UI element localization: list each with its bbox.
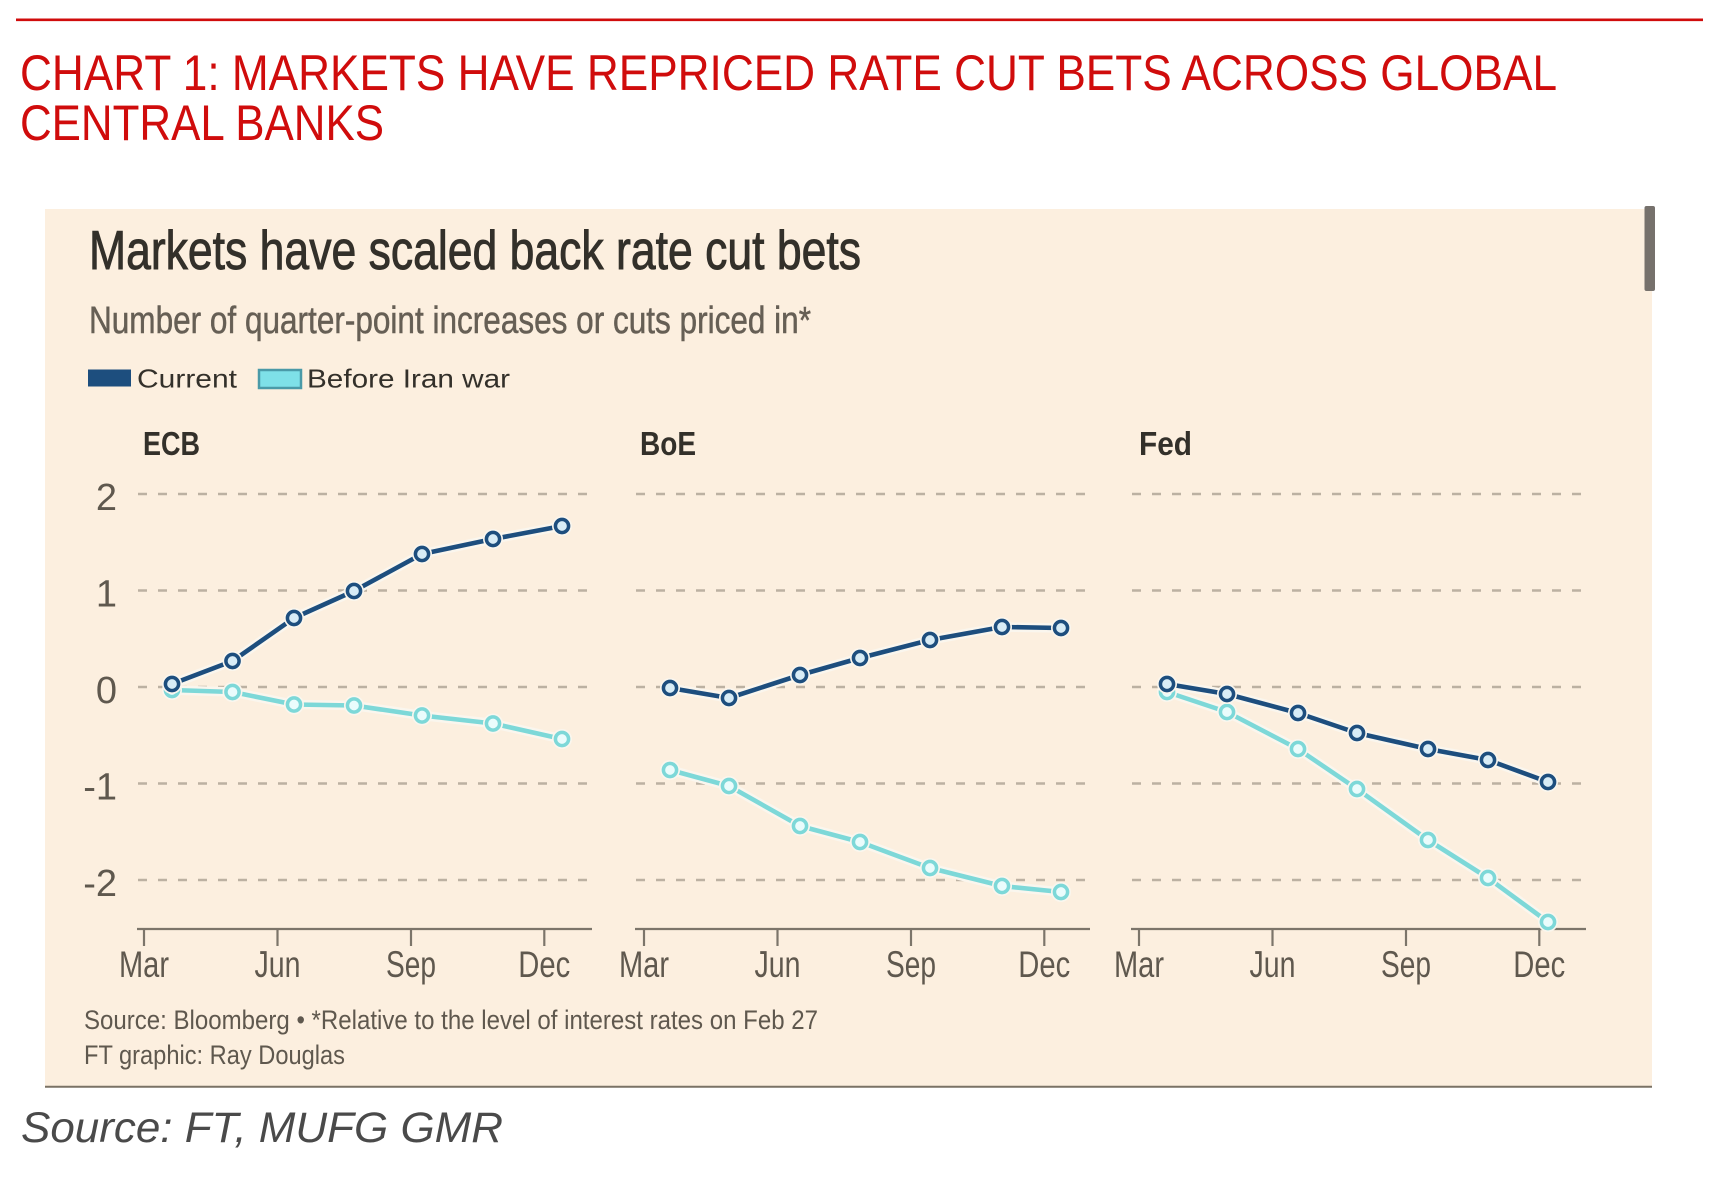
svg-text:Jun: Jun xyxy=(255,944,301,985)
svg-text:Source: FT, MUFG GMR: Source: FT, MUFG GMR xyxy=(21,1104,503,1152)
svg-text:Mar: Mar xyxy=(619,944,669,985)
svg-text:Dec: Dec xyxy=(518,944,570,985)
svg-text:Fed: Fed xyxy=(1139,425,1192,462)
svg-text:Mar: Mar xyxy=(119,944,169,985)
svg-text:Sep: Sep xyxy=(386,944,436,985)
svg-text:Mar: Mar xyxy=(1114,944,1164,985)
svg-text:Sep: Sep xyxy=(1381,944,1431,985)
svg-text:Source: Bloomberg • *Relative: Source: Bloomberg • *Relative to the lev… xyxy=(84,1005,818,1035)
svg-text:Dec: Dec xyxy=(1513,944,1565,985)
svg-text:Sep: Sep xyxy=(886,944,936,985)
svg-text:ECB: ECB xyxy=(143,425,200,462)
svg-text:Before Iran war: Before Iran war xyxy=(307,364,510,394)
svg-text:Jun: Jun xyxy=(1250,944,1296,985)
svg-text:CENTRAL BANKS: CENTRAL BANKS xyxy=(20,95,384,151)
svg-text:FT graphic: Ray Douglas: FT graphic: Ray Douglas xyxy=(84,1040,345,1070)
svg-text:-2: -2 xyxy=(83,863,117,905)
svg-text:Dec: Dec xyxy=(1018,944,1070,985)
svg-text:Markets have scaled back rate: Markets have scaled back rate cut bets xyxy=(89,219,861,281)
svg-text:Jun: Jun xyxy=(755,944,801,985)
svg-text:0: 0 xyxy=(96,670,117,712)
svg-text:-1: -1 xyxy=(83,767,117,809)
svg-text:2: 2 xyxy=(96,477,117,519)
svg-text:1: 1 xyxy=(96,574,117,616)
svg-text:CHART 1: MARKETS HAVE REPRICED: CHART 1: MARKETS HAVE REPRICED RATE CUT … xyxy=(20,45,1557,101)
svg-text:BoE: BoE xyxy=(640,425,696,462)
svg-text:Number of quarter-point increa: Number of quarter-point increases or cut… xyxy=(89,300,811,342)
svg-text:Current: Current xyxy=(137,364,238,394)
